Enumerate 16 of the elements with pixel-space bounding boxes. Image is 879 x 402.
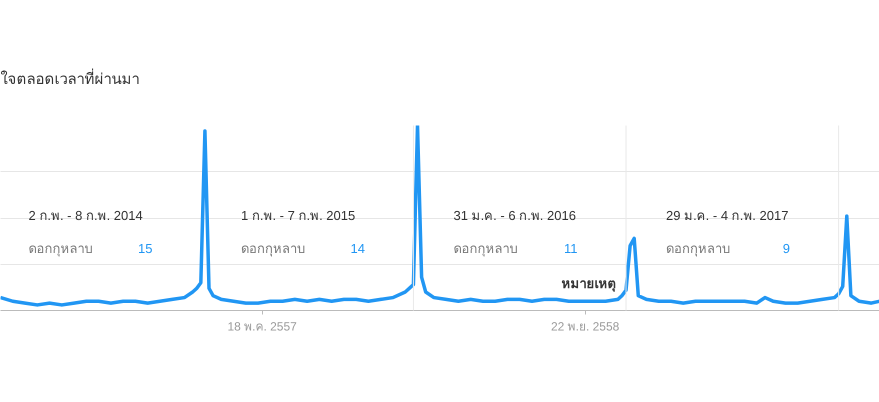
annotation: 2 ก.พ. - 8 ก.พ. 2014	[28, 208, 143, 223]
annotation: 9	[782, 241, 790, 256]
annotation: 29 ม.ค. - 4 ก.พ. 2017	[666, 208, 788, 223]
text: ดอกกุหลาบ	[241, 241, 305, 256]
annotation: 14	[350, 241, 366, 256]
text: ดอกกุหลาบ	[28, 241, 92, 256]
x-tick-label: 18 พ.ค. 2557	[227, 320, 298, 334]
annotation: 1 ก.พ. - 7 ก.พ. 2015	[241, 208, 356, 223]
annotation: 11	[564, 241, 578, 256]
chart-title: ใจตลอดเวลาที่ผ่านมา	[0, 68, 140, 88]
annotation: หมายเหตุ	[562, 276, 616, 292]
x-tick-label: 22 พ.ย. 2558	[550, 320, 620, 334]
annotation: 15	[138, 241, 153, 256]
text: ดอกกุหลาบ	[454, 241, 518, 256]
text: ดอกกุหลาบ	[666, 241, 730, 257]
annotation: 31 ม.ค. - 6 ก.พ. 2016	[454, 208, 576, 223]
